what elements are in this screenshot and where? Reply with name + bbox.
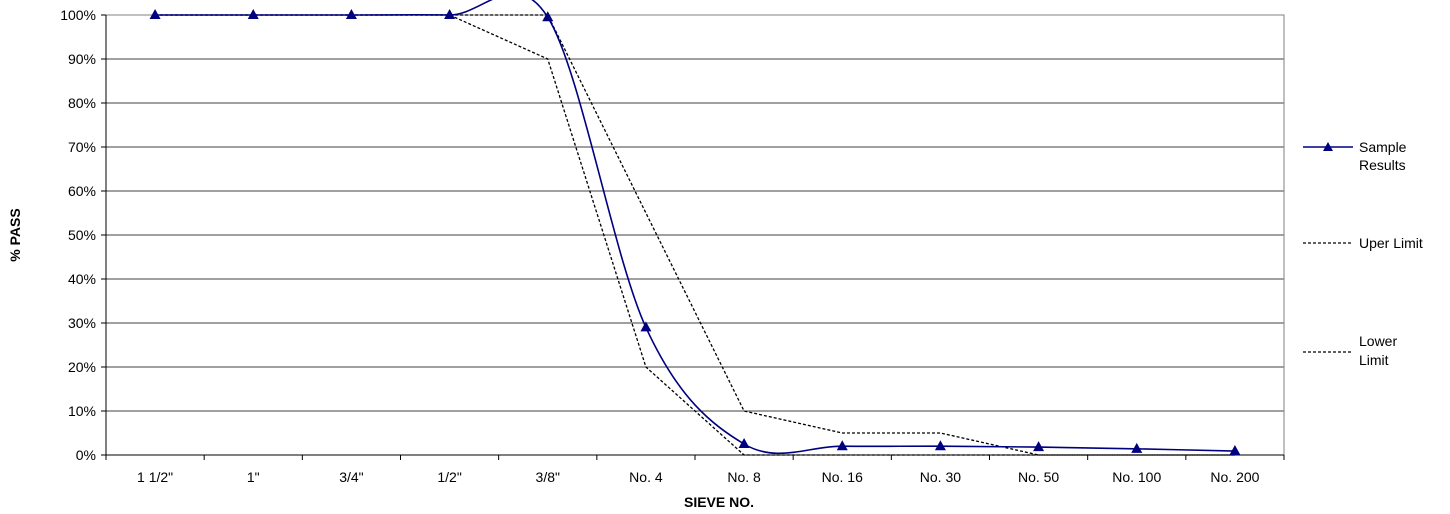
data-point-sample-results — [640, 321, 652, 332]
x-tick-label: No. 100 — [1112, 469, 1161, 485]
legend-item-sample-results: Sample Results — [1303, 139, 1407, 173]
legend: Sample Results Uper Limit Lower Limit — [1303, 139, 1423, 368]
data-point-sample-results — [934, 440, 946, 451]
x-tick-labels: 1 1/2" 1" 3/4" 1/2" 3/8" No. 4 No. 8 No. 16 No. … — [137, 469, 1260, 485]
data-point-sample-results — [444, 9, 456, 19]
x-tick-label: 1" — [247, 469, 260, 485]
x-tick-label: No. 16 — [822, 469, 863, 485]
x-tick-label: No. 50 — [1018, 469, 1059, 485]
legend-item-lower-limit: Lower Limit — [1303, 333, 1397, 368]
legend-marker-triangle-icon — [1323, 142, 1333, 151]
x-tick-label: No. 4 — [629, 469, 663, 485]
series-line-lower-limit — [155, 14, 1235, 456]
legend-label-upper-limit: Uper Limit — [1359, 235, 1423, 251]
y-tick-label: 70% — [68, 139, 96, 155]
legend-item-upper-limit: Uper Limit — [1303, 235, 1423, 251]
data-point-sample-results — [1033, 441, 1045, 452]
data-point-sample-results — [247, 9, 259, 19]
y-tick-label: 100% — [60, 7, 96, 23]
x-tick-label: 1/2" — [437, 469, 461, 485]
data-point-sample-results — [1131, 442, 1143, 453]
series-layer — [149, 0, 1241, 456]
y-tick-label: 80% — [68, 95, 96, 111]
data-point-sample-results — [738, 438, 750, 448]
x-tick-label: No. 200 — [1210, 469, 1259, 485]
y-axis-title: % PASS — [7, 208, 23, 261]
y-tick-label: 40% — [68, 271, 96, 287]
data-point-sample-results — [836, 440, 848, 451]
gridlines — [106, 14, 1284, 412]
y-tick-label: 30% — [68, 315, 96, 331]
legend-label-sample-results-line2: Results — [1359, 157, 1406, 173]
legend-label-sample-results-line1: Sample — [1359, 139, 1407, 155]
y-tick-label: 60% — [68, 183, 96, 199]
y-tick-labels: 0% 10% 20% 30% 40% 50% 60% 70% 80% 90% 100% — [60, 7, 96, 463]
x-tick-label: 3/8" — [536, 469, 560, 485]
axes — [101, 14, 1285, 460]
x-tick-label: 1 1/2" — [137, 469, 173, 485]
y-tick-label: 50% — [68, 227, 96, 243]
y-tick-label: 0% — [76, 447, 96, 463]
data-point-sample-results — [1229, 445, 1241, 456]
y-tick-label: 90% — [68, 51, 96, 67]
series-line-uper-limit — [155, 14, 1235, 456]
y-tick-label: 20% — [68, 359, 96, 375]
x-tick-label: 3/4" — [339, 469, 363, 485]
x-axis-title: SIEVE NO. — [684, 494, 754, 510]
x-tick-label: No. 30 — [920, 469, 961, 485]
y-tick-label: 10% — [68, 403, 96, 419]
data-point-sample-results — [542, 11, 554, 22]
x-tick-label: No. 8 — [727, 469, 761, 485]
data-point-sample-results — [149, 9, 161, 19]
legend-label-lower-limit-line1: Lower — [1359, 333, 1397, 349]
series-line-sample-results — [155, 0, 1235, 455]
data-point-sample-results — [345, 9, 357, 19]
legend-label-lower-limit-line2: Limit — [1359, 352, 1389, 368]
